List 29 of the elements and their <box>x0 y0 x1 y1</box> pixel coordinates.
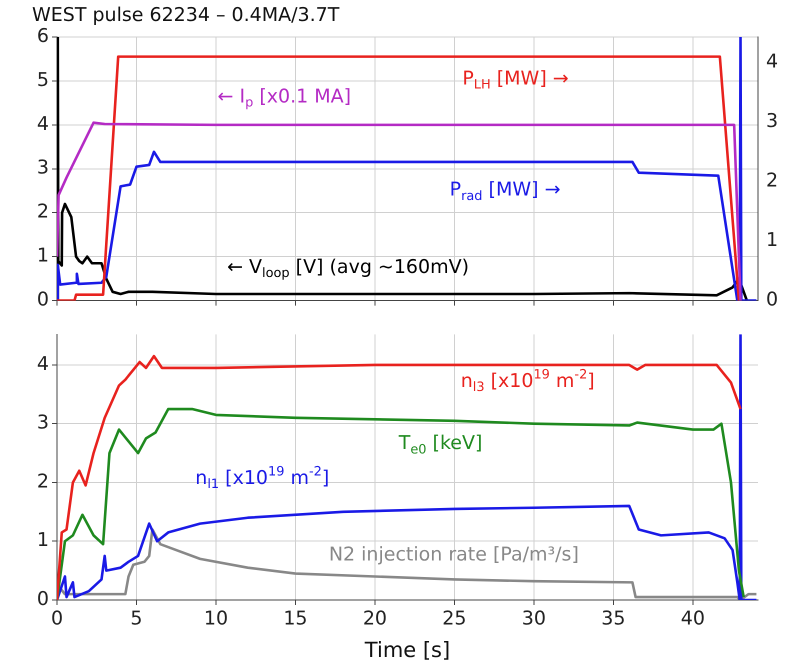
y-tick-label: 1 <box>36 244 49 267</box>
y-tick-label: 2 <box>36 470 49 492</box>
x-tick-label: 25 <box>442 607 466 630</box>
x-tick-label: 40 <box>680 607 705 630</box>
chart-title: WEST pulse 62234 – 0.4MA/3.7T <box>32 4 340 26</box>
y2-tick-label: 4 <box>766 50 778 73</box>
y2-tick-label: 2 <box>766 170 778 192</box>
y2-tick-label: 0 <box>766 288 778 311</box>
x-tick-label: 20 <box>362 607 388 630</box>
y-tick-label: 0 <box>36 288 49 311</box>
x-tick-label: 35 <box>601 607 626 630</box>
y-tick-label: 1 <box>36 529 49 552</box>
y-tick-label: 2 <box>36 200 49 223</box>
y-tick-label: 6 <box>36 24 49 47</box>
y-tick-label: 0 <box>36 588 49 610</box>
series-label: N2 injection rate [Pa/m³/s] <box>328 543 579 566</box>
x-tick-label: 30 <box>522 607 546 630</box>
y-tick-label: 5 <box>36 68 49 91</box>
x-tick-label: 10 <box>204 607 228 630</box>
x-axis-title: Time [s] <box>364 638 450 662</box>
x-tick-label: 0 <box>50 607 64 630</box>
y2-tick-label: 1 <box>766 229 778 252</box>
y2-tick-label: 3 <box>766 110 778 132</box>
x-tick-label: 5 <box>130 607 143 630</box>
x-tick-label: 15 <box>283 607 308 630</box>
y-tick-label: 3 <box>36 156 49 179</box>
y-tick-label: 4 <box>36 112 49 135</box>
y-tick-label: 3 <box>36 412 49 434</box>
y-tick-label: 4 <box>36 352 49 375</box>
